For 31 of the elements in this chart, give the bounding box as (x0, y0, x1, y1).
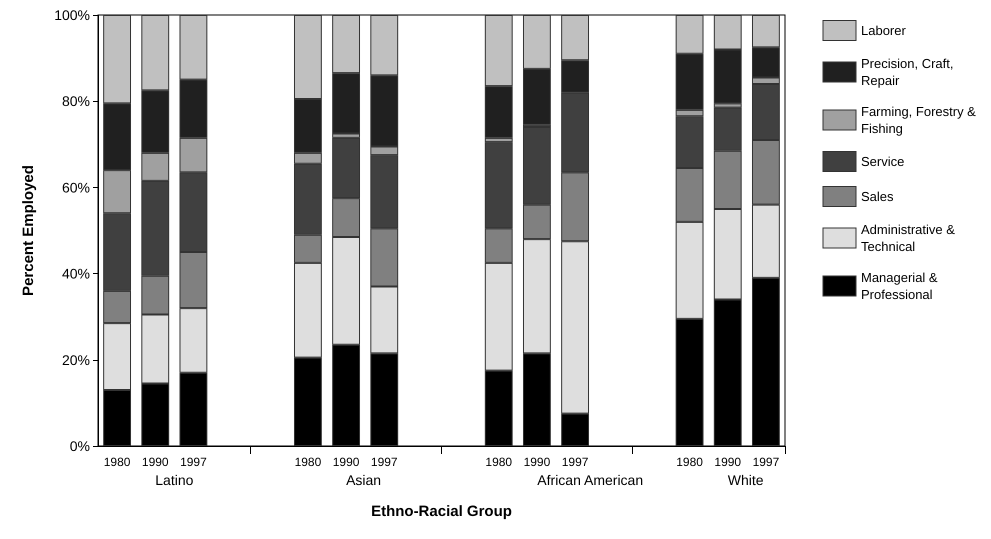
legend-label: Farming, Forestry & Fishing (861, 104, 980, 136)
x-tick-label: 1990 (332, 455, 360, 469)
x-tick-label: 1990 (524, 455, 551, 469)
legend-label: Laborer (861, 23, 906, 38)
legend-label: Managerial & Professional (861, 270, 942, 302)
x-tick-label: 1990 (142, 455, 169, 469)
x-tick-label: 1990 (714, 455, 742, 469)
y-axis-title: Percent Employed (20, 165, 37, 296)
y-tick-label: 40% (62, 266, 90, 282)
text: Asian (346, 472, 382, 488)
x-tick-label: 1980 (104, 455, 131, 469)
x-tick-label: 1997 (370, 455, 398, 469)
text: African American (537, 472, 644, 488)
x-tick-label: 1997 (562, 455, 589, 469)
y-tick-label: 60% (62, 179, 90, 196)
y-tick-label: 80% (62, 93, 90, 110)
x-axis-title: Ethno-Racial Group (371, 503, 512, 520)
legend-label: Service (861, 154, 904, 169)
x-tick-label: 1980 (294, 455, 322, 469)
x-tick-label: 1997 (180, 455, 208, 469)
legend-label: Sales (861, 189, 894, 204)
legend-label: Administrative & Technical (861, 222, 959, 254)
x-tick-label: 1980 (485, 455, 512, 469)
y-tick-label: 100% (54, 7, 90, 23)
x-tick-label: 1997 (752, 455, 780, 469)
text: White (728, 472, 764, 488)
legend-label: Precision, Craft, Repair (861, 56, 958, 88)
y-tick-label: 0% (70, 438, 90, 454)
text: Latino (155, 472, 194, 488)
y-tick-label: 20% (62, 352, 90, 368)
x-tick-label: 1980 (676, 455, 704, 469)
